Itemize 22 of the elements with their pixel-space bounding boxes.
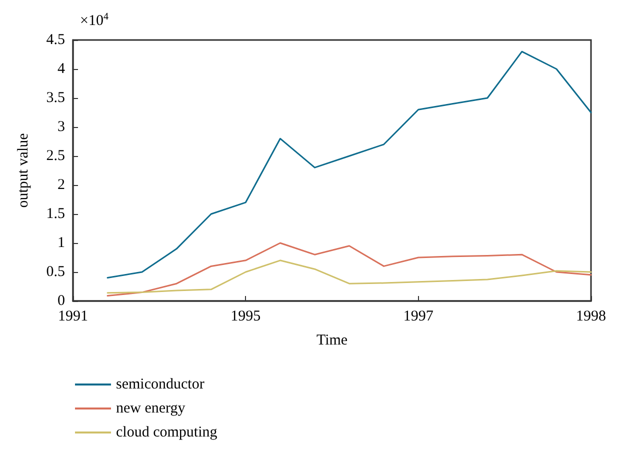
x-tick-label: 1998 xyxy=(576,308,606,324)
y-tick-label: 1 xyxy=(58,235,65,251)
line-series xyxy=(106,242,592,297)
legend-label: semiconductor xyxy=(116,376,204,392)
line-series xyxy=(106,260,592,294)
y-tick-label: 4.5 xyxy=(46,32,65,48)
y-tick-label: 1.5 xyxy=(46,206,65,222)
x-tick-label: 1995 xyxy=(230,308,261,324)
y-tick-label: 2.5 xyxy=(46,148,65,164)
legend-label: cloud computing xyxy=(116,424,218,440)
y-tick-label: 0 xyxy=(58,293,65,309)
line-series xyxy=(106,50,592,279)
legend-label: new energy xyxy=(116,400,186,416)
y-tick-label: 4 xyxy=(58,61,66,77)
y-tick-label: 0.5 xyxy=(46,264,65,280)
x-axis-title: Time xyxy=(316,332,348,348)
x-tick-label: 1991 xyxy=(58,308,88,324)
y-tick-label: 3 xyxy=(58,119,65,135)
y-axis-title: output value xyxy=(16,132,32,208)
y-tick-label: 3.5 xyxy=(46,90,65,106)
y-tick-label: 2 xyxy=(58,177,65,193)
x-tick-label: 1997 xyxy=(403,308,434,324)
